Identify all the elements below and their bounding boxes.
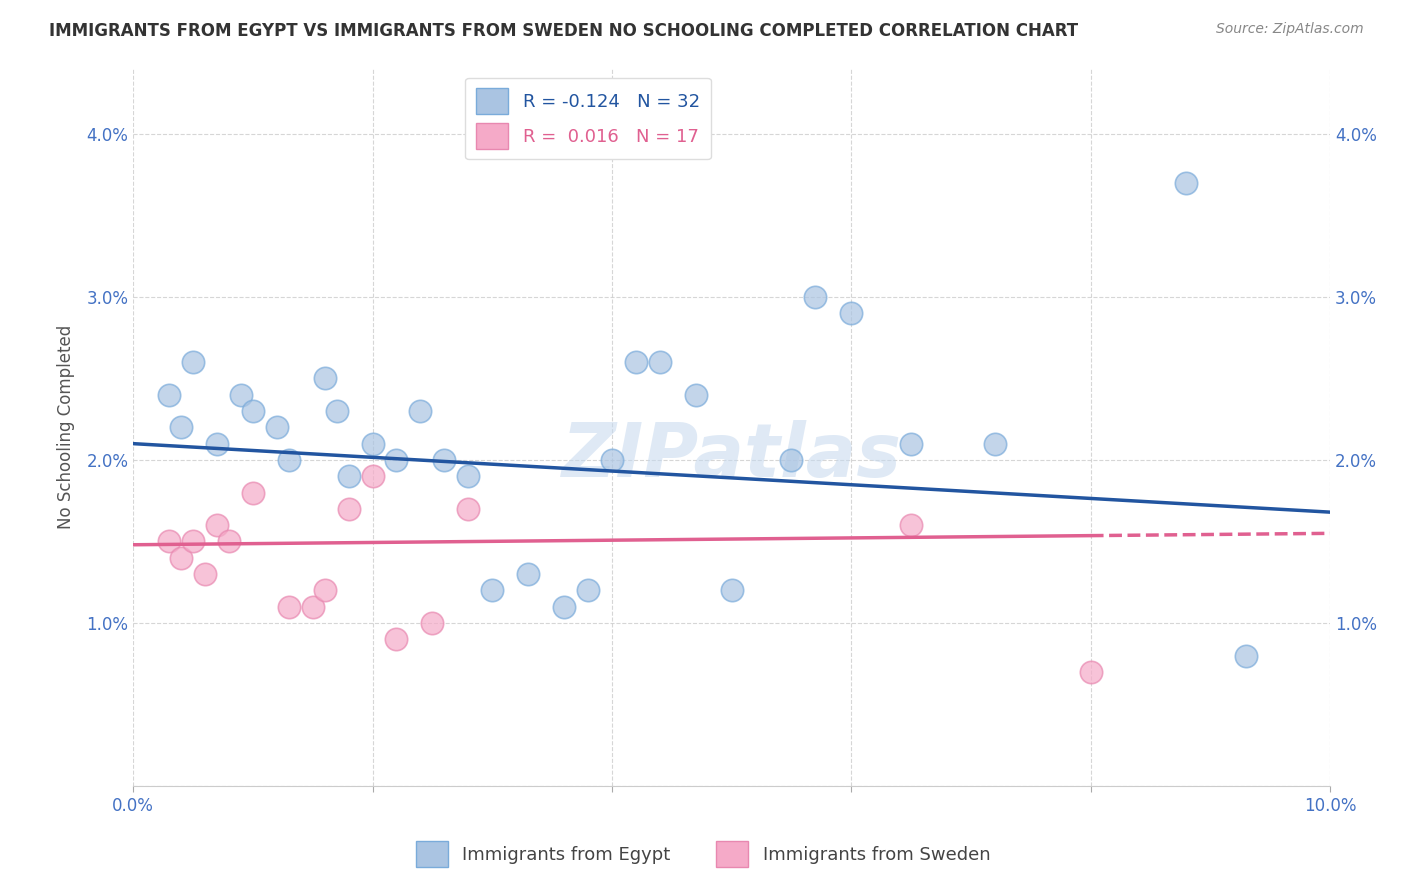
Point	[481, 583, 503, 598]
Point	[229, 388, 252, 402]
Point	[409, 404, 432, 418]
Point	[314, 583, 336, 598]
Point	[205, 436, 228, 450]
Point	[266, 420, 288, 434]
Point	[325, 404, 347, 418]
Point	[242, 404, 264, 418]
Point	[720, 583, 742, 598]
Point	[1175, 176, 1198, 190]
Point	[648, 355, 671, 369]
Point	[900, 518, 922, 533]
Point	[984, 436, 1007, 450]
Point	[1080, 665, 1102, 679]
Legend: Immigrants from Egypt, Immigrants from Sweden: Immigrants from Egypt, Immigrants from S…	[408, 834, 998, 874]
Point	[301, 599, 323, 614]
Point	[804, 290, 827, 304]
Point	[1234, 648, 1257, 663]
Text: IMMIGRANTS FROM EGYPT VS IMMIGRANTS FROM SWEDEN NO SCHOOLING COMPLETED CORRELATI: IMMIGRANTS FROM EGYPT VS IMMIGRANTS FROM…	[49, 22, 1078, 40]
Point	[385, 632, 408, 647]
Point	[218, 534, 240, 549]
Point	[170, 420, 193, 434]
Point	[517, 567, 540, 582]
Point	[457, 469, 479, 483]
Point	[205, 518, 228, 533]
Point	[157, 388, 180, 402]
Y-axis label: No Schooling Completed: No Schooling Completed	[58, 326, 75, 530]
Point	[337, 469, 360, 483]
Text: Source: ZipAtlas.com: Source: ZipAtlas.com	[1216, 22, 1364, 37]
Point	[433, 453, 456, 467]
Point	[277, 599, 299, 614]
Point	[170, 550, 193, 565]
Point	[780, 453, 803, 467]
Point	[194, 567, 217, 582]
Point	[385, 453, 408, 467]
Point	[157, 534, 180, 549]
Point	[457, 501, 479, 516]
Point	[553, 599, 575, 614]
Point	[839, 306, 862, 320]
Point	[181, 534, 204, 549]
Point	[422, 615, 444, 630]
Text: ZIPatlas: ZIPatlas	[561, 419, 901, 492]
Point	[361, 469, 384, 483]
Point	[277, 453, 299, 467]
Point	[900, 436, 922, 450]
Point	[576, 583, 599, 598]
Point	[685, 388, 707, 402]
Point	[314, 371, 336, 385]
Legend: R = -0.124   N = 32, R =  0.016   N = 17: R = -0.124 N = 32, R = 0.016 N = 17	[465, 78, 711, 160]
Point	[624, 355, 647, 369]
Point	[181, 355, 204, 369]
Point	[337, 501, 360, 516]
Point	[600, 453, 623, 467]
Point	[242, 485, 264, 500]
Point	[361, 436, 384, 450]
